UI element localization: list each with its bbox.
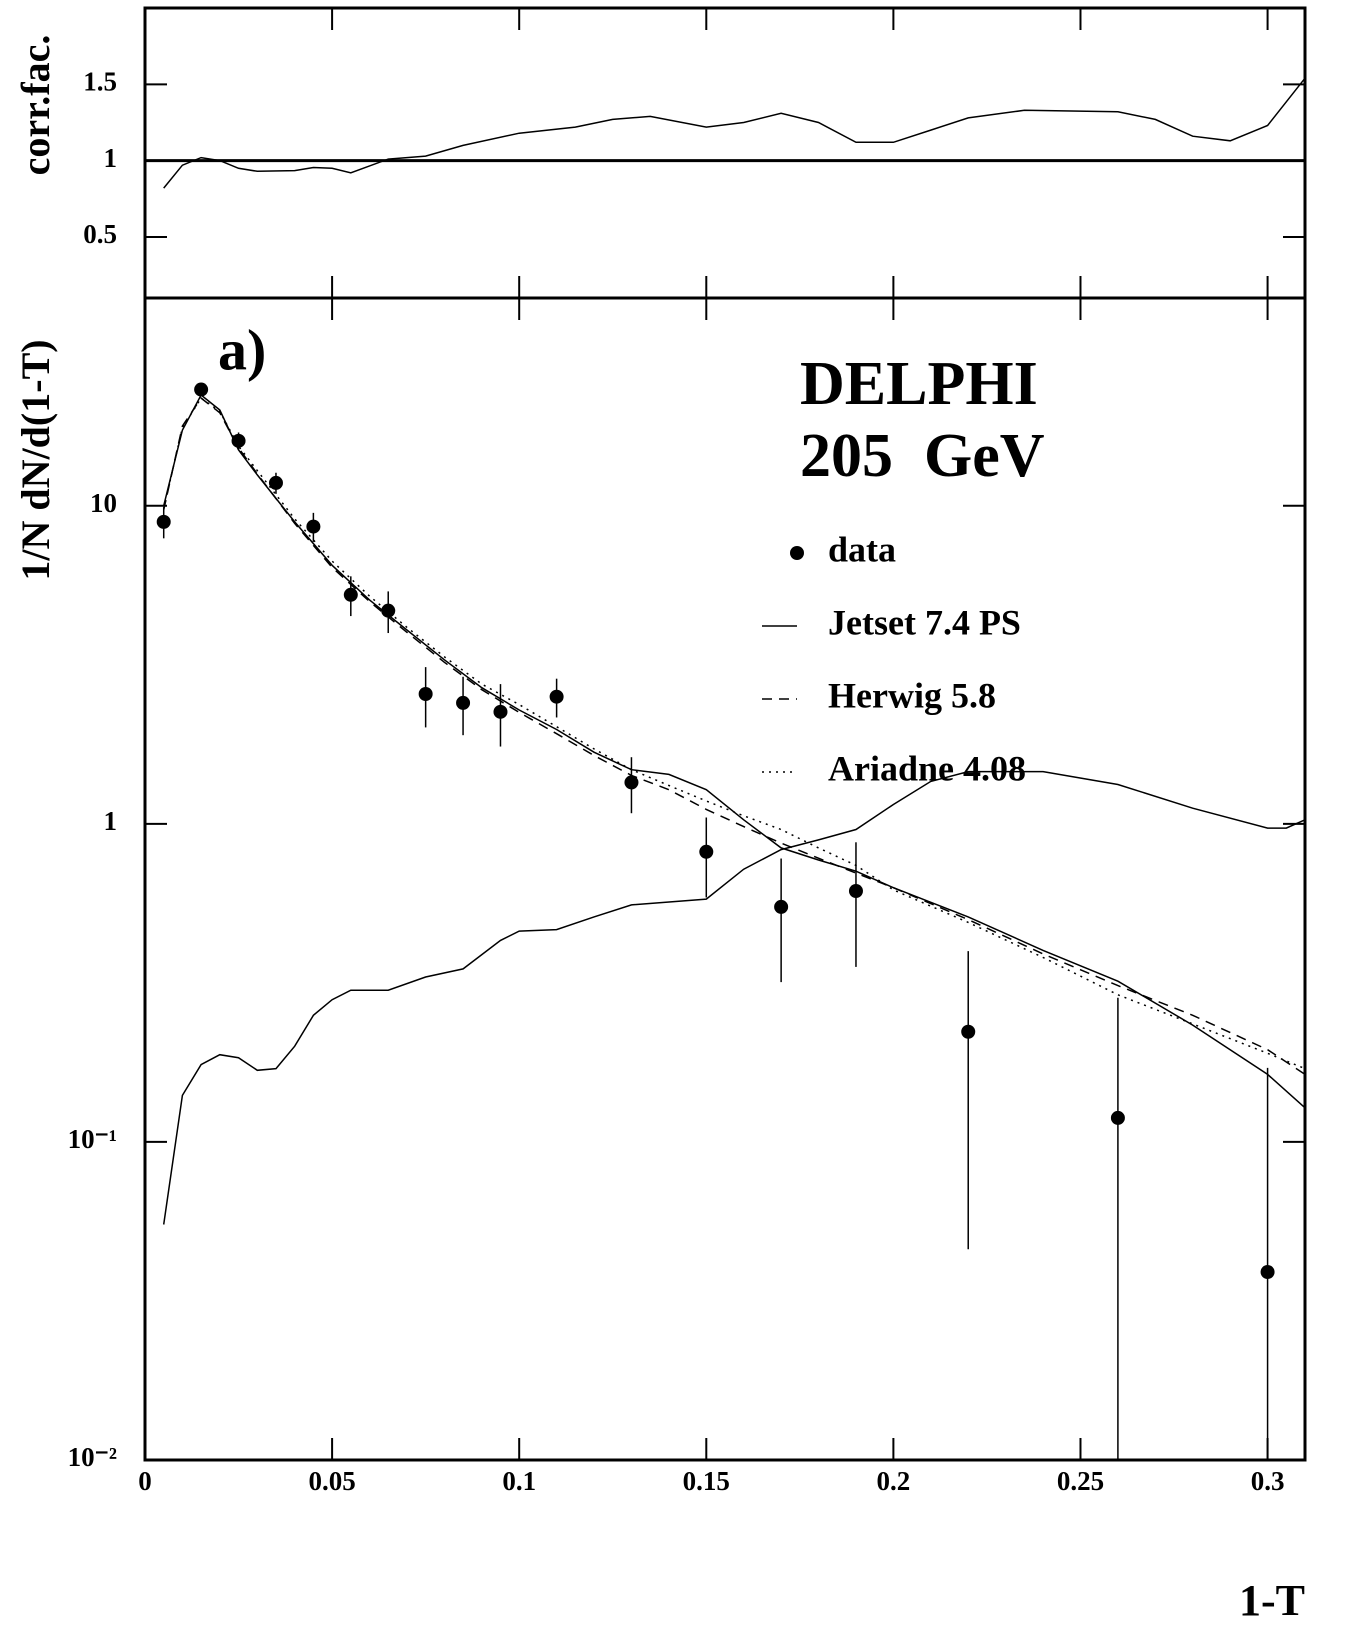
curve xyxy=(162,397,1306,1070)
data-point xyxy=(624,775,639,790)
data-point xyxy=(156,514,171,529)
data-point xyxy=(268,475,283,490)
y-tick-label: 1 xyxy=(104,806,118,836)
legend-label: Jetset 7.4 PS xyxy=(828,602,1021,642)
y-tick-label: 1.5 xyxy=(83,67,117,97)
curve xyxy=(163,77,1306,189)
y-tick-label: 10 xyxy=(90,488,117,518)
x-tick-label: 0.1 xyxy=(502,1466,536,1496)
curve xyxy=(162,770,1306,1225)
annotation: a) xyxy=(218,317,266,382)
curve xyxy=(162,393,1306,1109)
y-axis-label: 1/N dN/d(1-T) xyxy=(13,339,58,580)
data-point xyxy=(549,689,564,704)
data-point xyxy=(418,686,433,701)
curve xyxy=(162,397,1306,1076)
plot-frame xyxy=(143,6,1307,300)
annotation: 205 GeV xyxy=(800,422,1045,490)
data-point xyxy=(1110,1110,1125,1125)
y-tick-label: 0.5 xyxy=(83,219,117,249)
data-point xyxy=(774,899,789,914)
annotation: DELPHI xyxy=(800,350,1038,418)
data-point xyxy=(194,382,209,397)
x-tick-label: 0.2 xyxy=(877,1466,911,1496)
legend-label: Ariadne 4.08 xyxy=(828,748,1026,788)
y-tick-label: 1 xyxy=(104,143,118,173)
data-point xyxy=(1260,1264,1275,1279)
data-point xyxy=(961,1024,976,1039)
plot-frame xyxy=(143,296,1307,1462)
x-tick-label: 0 xyxy=(138,1466,152,1496)
y-tick-label: 10⁻² xyxy=(68,1442,117,1472)
data-point xyxy=(306,519,321,534)
data-point xyxy=(231,433,246,448)
legend-label: Herwig 5.8 xyxy=(828,675,996,715)
y-axis-label: corr.fac. xyxy=(13,35,58,176)
x-tick-label: 0.3 xyxy=(1251,1466,1285,1496)
data-point xyxy=(381,603,396,618)
data-point xyxy=(699,844,714,859)
x-tick-label: 0.25 xyxy=(1057,1466,1104,1496)
y-tick-label: 10⁻¹ xyxy=(68,1124,117,1154)
legend-label: data xyxy=(828,529,896,569)
x-axis-label: 1-T xyxy=(1239,1576,1305,1625)
x-tick-label: 0.15 xyxy=(683,1466,730,1496)
data-point xyxy=(493,704,508,719)
data-point xyxy=(343,587,358,602)
x-tick-label: 0.05 xyxy=(308,1466,355,1496)
data-point xyxy=(456,695,471,710)
legend-marker xyxy=(790,546,804,560)
data-point xyxy=(848,884,863,899)
